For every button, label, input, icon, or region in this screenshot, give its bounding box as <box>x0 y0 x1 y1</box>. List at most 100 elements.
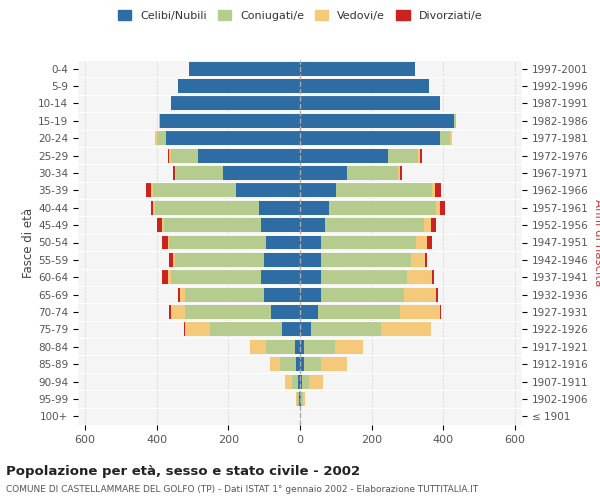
Bar <box>431 218 436 232</box>
Bar <box>440 132 451 145</box>
Bar <box>259 201 300 214</box>
Bar <box>153 184 236 198</box>
Bar <box>347 166 398 180</box>
Bar <box>300 340 304 353</box>
Bar <box>304 357 322 371</box>
Bar <box>162 218 164 232</box>
Bar <box>404 288 436 302</box>
Bar <box>388 148 418 162</box>
Text: COMUNE DI CASTELLAMMARE DEL GOLFO (TP) - Dati ISTAT 1° gennaio 2002 - Elaborazio: COMUNE DI CASTELLAMMARE DEL GOLFO (TP) -… <box>6 485 478 494</box>
Bar <box>454 114 456 128</box>
Bar <box>153 201 155 214</box>
Bar <box>300 148 388 162</box>
Bar <box>158 114 160 128</box>
Bar <box>176 166 223 180</box>
Bar <box>169 253 173 267</box>
Bar <box>164 218 260 232</box>
Bar <box>175 166 176 180</box>
Bar <box>436 201 440 214</box>
Bar <box>171 270 260 284</box>
Bar <box>400 166 402 180</box>
Bar <box>300 253 322 267</box>
Bar <box>398 166 400 180</box>
Bar <box>162 270 167 284</box>
Bar <box>264 288 300 302</box>
Bar <box>175 253 264 267</box>
Bar <box>451 132 452 145</box>
Bar <box>146 184 151 198</box>
Bar <box>322 253 411 267</box>
Y-axis label: Fasce di età: Fasce di età <box>22 208 35 278</box>
Bar <box>411 253 425 267</box>
Bar <box>155 201 259 214</box>
Bar <box>424 218 431 232</box>
Bar <box>311 322 380 336</box>
Bar <box>298 374 300 388</box>
Bar <box>157 132 166 145</box>
Bar <box>223 166 300 180</box>
Bar <box>167 270 171 284</box>
Bar <box>155 132 157 145</box>
Bar <box>300 374 302 388</box>
Bar <box>236 184 300 198</box>
Bar <box>173 166 175 180</box>
Bar <box>322 288 404 302</box>
Bar <box>282 322 300 336</box>
Bar <box>300 288 322 302</box>
Bar <box>171 305 185 319</box>
Bar <box>300 166 347 180</box>
Bar <box>400 305 440 319</box>
Bar <box>300 62 415 76</box>
Bar <box>260 218 300 232</box>
Bar <box>184 322 185 336</box>
Bar <box>309 374 323 388</box>
Bar <box>151 184 153 198</box>
Bar <box>296 357 300 371</box>
Bar <box>299 392 300 406</box>
Bar <box>440 305 442 319</box>
Bar <box>433 270 434 284</box>
Bar <box>433 184 436 198</box>
Bar <box>427 236 433 250</box>
Bar <box>325 218 424 232</box>
Bar <box>167 236 169 250</box>
Bar <box>292 374 298 388</box>
Bar <box>300 322 311 336</box>
Bar <box>185 322 211 336</box>
Bar <box>335 340 364 353</box>
Bar <box>336 184 433 198</box>
Bar <box>151 201 153 214</box>
Bar <box>169 148 171 162</box>
Text: Popolazione per età, sesso e stato civile - 2002: Popolazione per età, sesso e stato civil… <box>6 465 360 478</box>
Bar <box>211 322 282 336</box>
Bar <box>300 305 318 319</box>
Bar <box>440 201 445 214</box>
Bar <box>302 374 309 388</box>
Bar <box>425 253 427 267</box>
Bar <box>407 270 433 284</box>
Bar <box>300 114 454 128</box>
Bar <box>322 357 347 371</box>
Bar <box>420 148 422 162</box>
Bar <box>162 236 167 250</box>
Bar <box>300 392 301 406</box>
Bar <box>171 148 198 162</box>
Bar <box>295 340 300 353</box>
Bar <box>280 357 296 371</box>
Bar <box>322 236 416 250</box>
Bar <box>300 357 304 371</box>
Bar <box>300 96 440 110</box>
Bar <box>301 392 302 406</box>
Bar <box>157 218 162 232</box>
Bar <box>300 236 322 250</box>
Bar <box>198 148 300 162</box>
Bar <box>264 253 300 267</box>
Bar <box>180 288 185 302</box>
Bar <box>178 79 300 93</box>
Bar <box>185 305 271 319</box>
Bar <box>250 340 266 353</box>
Bar <box>169 236 266 250</box>
Bar <box>171 96 300 110</box>
Bar <box>416 236 427 250</box>
Bar <box>322 270 407 284</box>
